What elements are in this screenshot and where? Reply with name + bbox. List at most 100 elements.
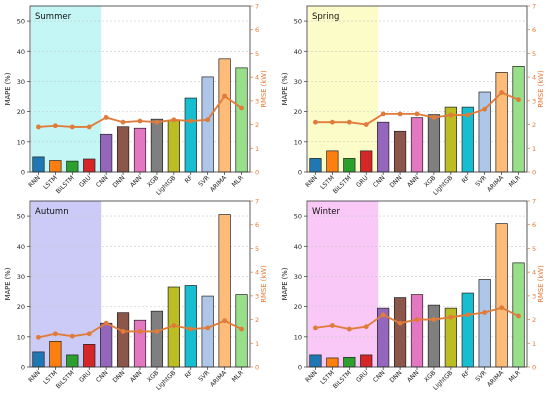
y-tick-label: 30 — [17, 273, 25, 281]
x-tick-label: CNN — [372, 174, 387, 189]
bar-rf — [184, 285, 197, 368]
panel-title: Autumn — [35, 207, 69, 217]
x-tick-label: RNN — [27, 174, 42, 189]
x-tick-label: ARIMA — [209, 369, 229, 389]
rmse-point — [120, 119, 126, 125]
rmse-point — [380, 111, 386, 117]
rmse-point — [414, 111, 420, 117]
rmse-point — [448, 314, 454, 320]
rmse-point — [363, 324, 369, 330]
bar-gru — [360, 354, 373, 368]
bar-dnn — [116, 126, 130, 173]
y2-tick-label: 6 — [255, 221, 259, 229]
y2-tick-label: 6 — [255, 26, 259, 34]
rmse-point — [499, 90, 505, 95]
x-tick-label: RF — [184, 369, 195, 380]
rmse-point — [431, 115, 437, 120]
highlight-region — [31, 201, 102, 367]
x-tick-label: XGB — [423, 369, 437, 383]
bar-cnn — [377, 121, 390, 173]
y-tick-label: 0 — [21, 364, 25, 372]
rmse-point — [36, 334, 41, 340]
x-tick-label: BiLSTM — [55, 369, 76, 390]
y2-tick-label: 0 — [255, 169, 259, 177]
y2-tick-label: 7 — [532, 198, 536, 206]
rmse-point — [482, 310, 488, 315]
y2-axis-label: RMSE (kW) — [260, 265, 268, 303]
y2-tick-label: 2 — [532, 316, 536, 324]
rmse-point — [313, 325, 318, 331]
rmse-point — [69, 333, 75, 339]
y2-tick-label: 3 — [532, 97, 536, 105]
y2-axis-label: RMSE (kW) — [537, 265, 545, 303]
y-tick-label: 0 — [21, 169, 25, 177]
y-tick-label: 10 — [17, 138, 25, 146]
rmse-point — [414, 317, 420, 322]
bar-ann — [133, 127, 147, 173]
x-tick-label: MLR — [231, 369, 246, 384]
x-tick-label: XGB — [423, 174, 437, 188]
y2-tick-label: 7 — [255, 198, 259, 206]
bar-arima — [218, 214, 231, 368]
bar-gru — [83, 158, 96, 173]
y2-tick-label: 3 — [255, 292, 259, 300]
rmse-point — [380, 312, 386, 318]
y2-tick-label: 1 — [532, 340, 536, 348]
x-tick-label: SVR — [474, 174, 488, 188]
bar-ann — [133, 319, 147, 368]
bar-xgb — [427, 304, 441, 368]
bar-bilstm — [343, 158, 356, 173]
x-tick-label: ARIMA — [486, 174, 506, 194]
x-tick-label: BiLSTM — [332, 174, 353, 195]
x-tick-label: CNN — [95, 369, 110, 384]
rmse-point — [86, 331, 92, 337]
y-tick-label: 50 — [17, 213, 25, 221]
rmse-point — [516, 97, 521, 103]
y2-tick-label: 0 — [532, 169, 536, 177]
x-tick-label: DNN — [389, 174, 404, 189]
y-tick-label: 30 — [17, 78, 25, 86]
y-tick-label: 30 — [294, 273, 302, 281]
rmse-point — [52, 123, 58, 129]
bar-rnn — [309, 354, 322, 368]
rmse-point — [313, 119, 318, 125]
y-tick-label: 20 — [17, 108, 25, 116]
y2-tick-label: 3 — [255, 97, 259, 105]
y2-tick-label: 4 — [532, 74, 536, 82]
bar-lstm — [49, 160, 62, 173]
y2-tick-label: 1 — [255, 145, 259, 153]
rmse-point — [346, 326, 352, 332]
rmse-point — [120, 329, 126, 334]
y-tick-label: 50 — [17, 18, 25, 26]
x-tick-label: SVR — [474, 369, 488, 383]
y-tick-label: 40 — [17, 243, 25, 251]
rmse-point — [482, 106, 488, 112]
panel-title: Summer — [35, 12, 72, 22]
x-tick-label: CNN — [95, 174, 110, 189]
rmse-point — [205, 325, 211, 331]
y2-tick-label: 4 — [532, 269, 536, 277]
highlight-region — [308, 201, 379, 367]
x-tick-label: ARIMA — [486, 369, 506, 389]
y-tick-label: 10 — [294, 333, 302, 341]
x-tick-label: GRU — [78, 369, 93, 384]
x-tick-label: MLR — [508, 174, 523, 189]
panel-title: Spring — [312, 12, 339, 22]
rmse-point — [397, 111, 403, 117]
bar-dnn — [393, 130, 407, 173]
x-tick-label: GRU — [355, 369, 370, 384]
x-tick-label: GRU — [355, 174, 370, 189]
y-tick-label: 0 — [298, 169, 302, 177]
y-tick-label: 10 — [17, 333, 25, 341]
y2-tick-label: 4 — [255, 269, 259, 277]
rmse-point — [171, 117, 177, 123]
y-tick-label: 40 — [294, 243, 302, 251]
bar-ann — [410, 117, 424, 173]
bar-cnn — [100, 133, 113, 173]
x-tick-label: ANN — [129, 174, 144, 189]
bar-rnn — [32, 156, 45, 173]
x-tick-label: DNN — [112, 174, 127, 189]
